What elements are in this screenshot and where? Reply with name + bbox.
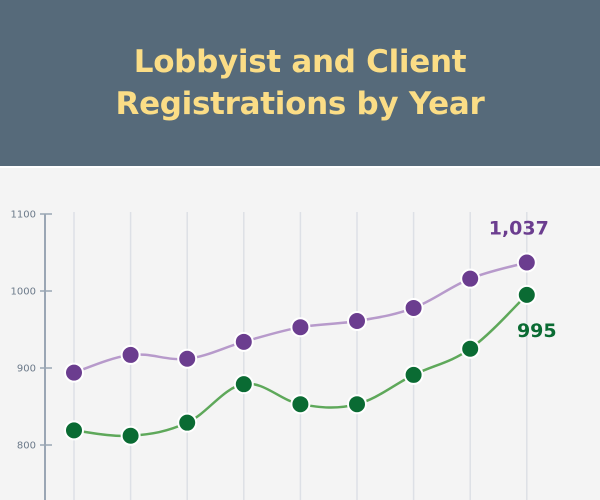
data-point xyxy=(177,348,198,369)
data-point xyxy=(64,420,84,441)
data-point xyxy=(403,364,424,385)
chart-title-line-2: Registrations by Year xyxy=(115,86,485,122)
data-point xyxy=(233,331,254,352)
data-point xyxy=(516,252,537,273)
chart-area: 1100 1000 900 800 1,037 995 xyxy=(0,168,600,500)
data-point xyxy=(347,394,367,415)
data-point xyxy=(177,412,198,433)
data-point xyxy=(516,284,537,305)
y-tick-label: 800 xyxy=(17,441,36,452)
data-point xyxy=(290,317,311,338)
data-point xyxy=(120,344,141,365)
end-value-label: 995 xyxy=(517,320,557,342)
data-point xyxy=(347,311,367,332)
data-point xyxy=(460,268,481,289)
data-point xyxy=(290,394,311,415)
data-point xyxy=(403,297,424,318)
y-tick-label: 1100 xyxy=(11,210,36,221)
data-point xyxy=(460,338,481,359)
chart-title-line-1: Lobbyist and Client xyxy=(133,44,467,80)
y-tick-label: 1000 xyxy=(11,287,36,298)
line-chart: 1100 1000 900 800 1,037 995 xyxy=(11,210,557,500)
data-point xyxy=(64,362,84,383)
data-point xyxy=(120,425,141,446)
end-value-label: 1,037 xyxy=(489,218,549,240)
header-divider xyxy=(0,166,600,168)
chart-header: Lobbyist and Client Registrations by Yea… xyxy=(0,0,600,166)
y-tick-label: 900 xyxy=(17,364,36,375)
data-point xyxy=(233,374,254,395)
